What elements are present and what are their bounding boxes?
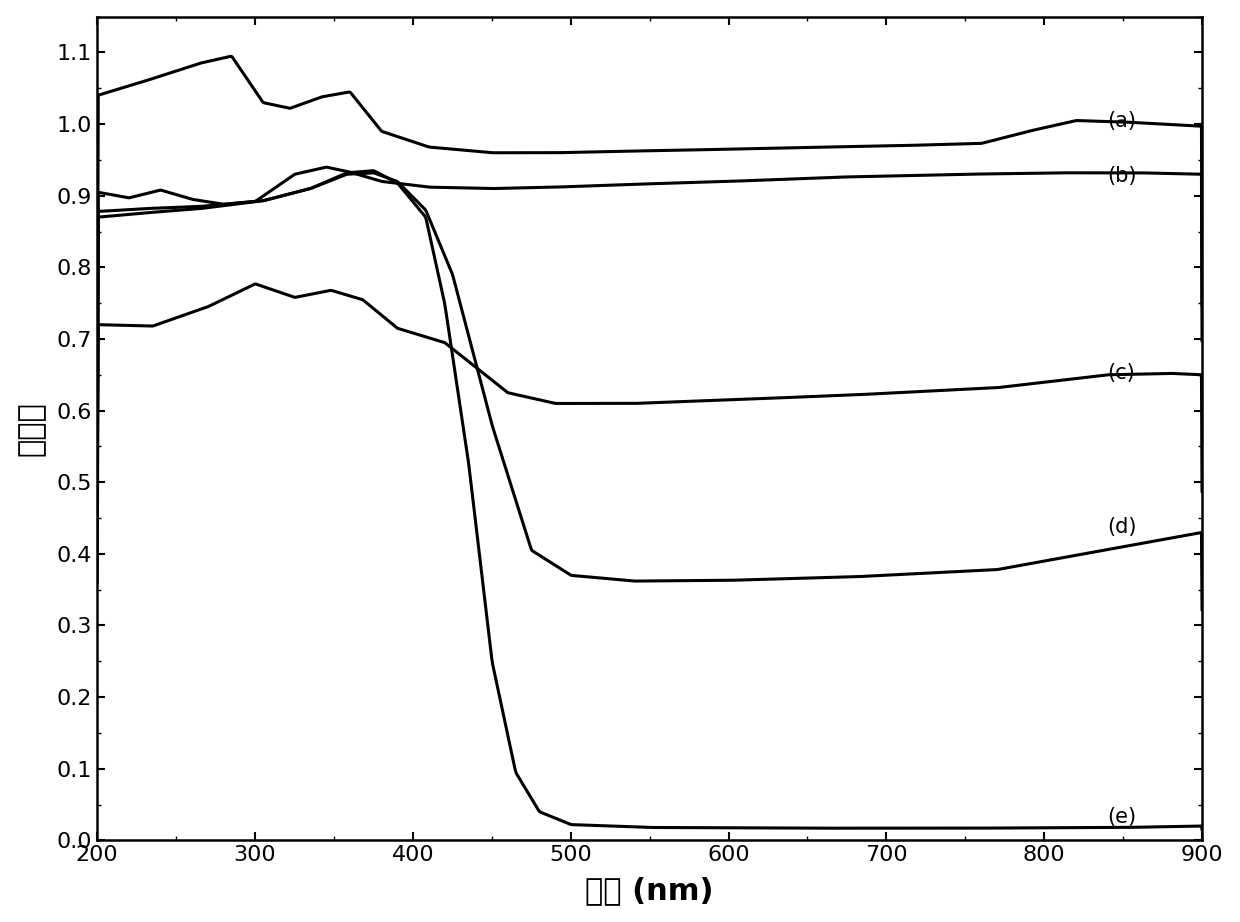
Text: (c): (c)	[1107, 363, 1135, 384]
Text: (b): (b)	[1107, 166, 1137, 185]
Text: (e): (e)	[1107, 807, 1136, 827]
Text: (a): (a)	[1107, 111, 1136, 131]
Y-axis label: 反射度: 反射度	[16, 401, 46, 455]
X-axis label: 波长 (nm): 波长 (nm)	[585, 876, 714, 905]
Text: (d): (d)	[1107, 517, 1137, 538]
